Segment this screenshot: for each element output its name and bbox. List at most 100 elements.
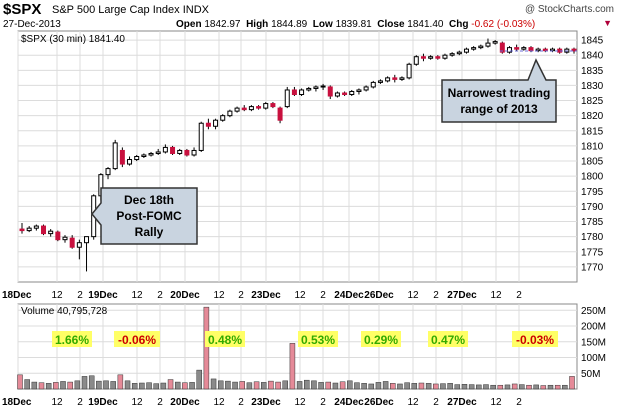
volume-bar [368, 383, 375, 390]
volume-x-tick-label: 12 [131, 397, 143, 408]
daily-change-label: 0.53% [301, 333, 335, 347]
volume-bar [282, 380, 288, 390]
candle-up [127, 159, 133, 165]
volume-bar [440, 383, 446, 390]
candle-down [241, 107, 247, 111]
volume-x-tick-label: 12 [294, 397, 306, 408]
index-name: S&P 500 Large Cap Index INDX [52, 4, 209, 16]
volume-x-tick-label: 2 [238, 397, 244, 408]
volume-x-tick-label: 12 [51, 397, 63, 408]
volume-bar [31, 381, 38, 390]
daily-change-label: 0.47% [431, 333, 465, 347]
volume-x-tick-label: 12 [213, 397, 225, 408]
volume-bar [339, 381, 346, 390]
volume-bar [210, 378, 217, 390]
candle-up [313, 86, 319, 89]
volume-bar [533, 384, 539, 390]
volume-bar [117, 374, 124, 390]
candle-up [141, 154, 147, 157]
daily-change-highlight [205, 331, 245, 347]
volume-bar [268, 380, 274, 390]
high-label: High [246, 19, 269, 30]
volume-x-tick-label: 2 [157, 397, 163, 408]
callout-box-rally [91, 187, 198, 245]
daily-change-label: 1.66% [55, 333, 89, 347]
daily-change-highlight [361, 331, 401, 347]
candle-up [478, 45, 484, 49]
price-x-tick-label: 12 [490, 290, 502, 301]
candle-down [420, 56, 426, 59]
price-x-tick-label: 24Dec [334, 290, 364, 301]
volume-bar [124, 380, 131, 390]
volume-bar [289, 343, 296, 390]
volume-bar [454, 384, 461, 390]
price-x-tick-label: 2 [433, 290, 439, 301]
candle-up [456, 51, 462, 55]
volume-bar [554, 384, 561, 390]
candle-down [55, 231, 61, 241]
volume-bar [38, 382, 45, 390]
close-label: Close [377, 19, 405, 30]
volume-x-tick-label: 27Dec [447, 397, 477, 408]
volume-legend: Volume 40,795,728 [21, 306, 108, 317]
volume-bar [332, 382, 339, 390]
candle-up [284, 89, 290, 108]
price-y-tick-label: 1830 [581, 81, 604, 92]
volume-x-tick-label: 18Dec [2, 397, 32, 408]
candle-down [170, 146, 176, 154]
candle-up [26, 227, 32, 232]
candle-up [306, 87, 312, 91]
candle-up [76, 242, 82, 248]
price-x-tick-label: 2 [320, 290, 326, 301]
candle-down [41, 225, 47, 235]
candle-up [155, 151, 161, 154]
candle-up [177, 149, 183, 154]
price-x-tick-label: 12 [213, 290, 225, 301]
volume-bar [45, 383, 52, 390]
volume-bar [196, 369, 202, 390]
volume-bar [232, 381, 238, 390]
volume-x-tick-label: 24Dec [334, 397, 364, 408]
volume-bar [418, 382, 425, 390]
volume-x-tick-label: 2 [77, 397, 83, 408]
candle-up [84, 236, 90, 244]
candle-down [270, 103, 276, 108]
volume-bar [24, 379, 30, 390]
daily-change-label: 0.29% [364, 333, 398, 347]
candle-down [69, 237, 75, 248]
volume-bar [425, 383, 432, 390]
price-y-tick-label: 1775 [581, 247, 604, 258]
candle-up [105, 168, 111, 176]
volume-bar [347, 380, 353, 390]
candle-up [220, 115, 226, 121]
candle-up [33, 225, 39, 229]
candle-up [506, 47, 512, 53]
candle-up [521, 47, 527, 50]
volume-bar [110, 381, 116, 390]
volume-bar [318, 382, 324, 390]
volume-y-tick-label: 100M [581, 353, 606, 364]
volume-bar [139, 382, 145, 390]
price-x-tick-label: 19Dec [88, 290, 118, 301]
volume-bar [146, 382, 152, 390]
candle-up [48, 230, 54, 235]
volume-bar [519, 384, 525, 390]
index-name-text: S&P 500 Large Cap Index [52, 4, 180, 16]
chart-date: 27-Dec-2013 [3, 19, 61, 30]
volume-bar [447, 383, 453, 390]
volume-bar [88, 375, 95, 390]
volume-bar [260, 382, 267, 390]
price-y-tick-label: 1845 [581, 36, 604, 47]
volume-x-tick-label: 19Dec [88, 397, 118, 408]
symbol-title: $SPX [3, 1, 42, 18]
candle-up [492, 41, 498, 44]
volume-bar [246, 382, 253, 390]
candle-up [112, 142, 118, 170]
candle-down [119, 149, 125, 165]
price-y-tick-label: 1820 [581, 111, 604, 122]
volume-y-tick-label: 250M [581, 306, 606, 317]
candle-down [277, 107, 283, 121]
volume-bar [397, 383, 403, 390]
volume-panel-frame [17, 303, 578, 390]
